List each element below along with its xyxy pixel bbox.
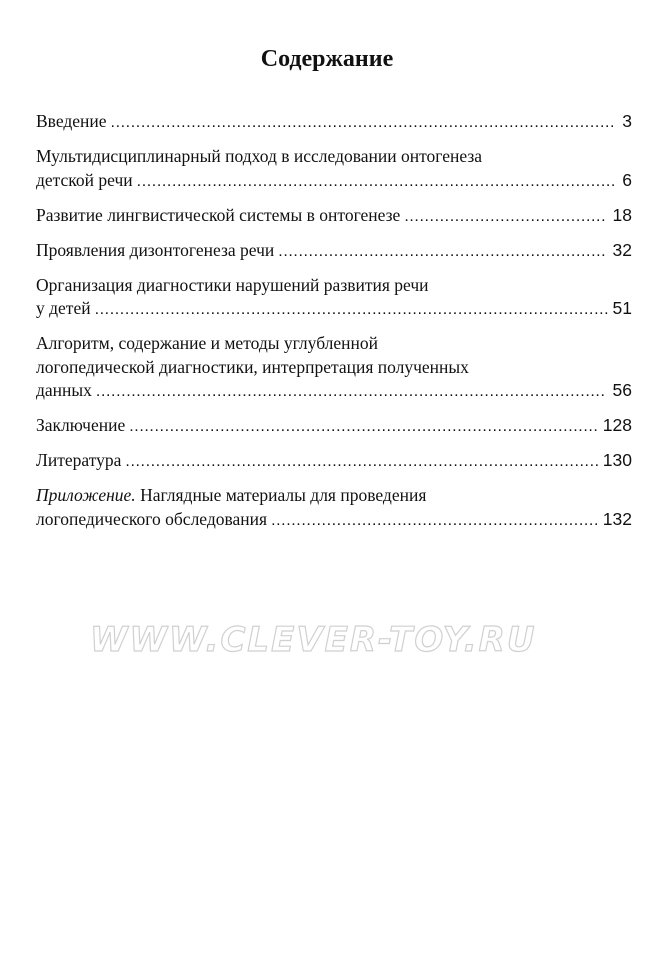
page-number: 130 — [602, 450, 632, 470]
page-title: Содержание — [260, 46, 394, 72]
leader-dots: ........................................… — [94, 301, 610, 318]
leader-dots: ........................................… — [129, 418, 599, 435]
leader-dots: ........................................… — [271, 511, 600, 529]
toc-entry-text: Развитие лингвистической системы в онтог… — [36, 204, 401, 225]
page-number: 32 — [612, 239, 632, 260]
toc-entry-prefix: Приложение. — [36, 485, 136, 505]
leader-dots: ........................................… — [278, 242, 607, 260]
toc-entry-text: Алгоритм, содержание и методы углубленно… — [36, 333, 379, 353]
toc-entry-text: логопедического обследования — [36, 508, 268, 529]
page-number: 18 — [612, 204, 632, 225]
page-number: 132 — [602, 508, 632, 529]
page-number: 51 — [612, 298, 632, 318]
toc-entry[interactable]: Литература..............................… — [36, 449, 632, 474]
toc-entry[interactable]: Проявления дизонтогенеза речи...........… — [36, 239, 632, 264]
leader-dots: ........................................… — [95, 383, 606, 400]
toc-entry[interactable]: Мультидисциплинарный подход в исследован… — [36, 145, 632, 193]
toc-entry-line: Алгоритм, содержание и методы углубленно… — [36, 332, 632, 356]
toc-entry-text: Мультидисциплинарный подход в исследован… — [36, 146, 483, 166]
toc-entry[interactable]: Развитие лингвистической системы в онтог… — [36, 204, 632, 229]
toc-entry[interactable]: Введение................................… — [36, 110, 632, 135]
page-number: 128 — [602, 415, 632, 435]
toc-entry-text: Организация диагностики нарушений развит… — [36, 274, 429, 295]
toc-entry-line: Организация диагностики нарушений развит… — [36, 274, 632, 298]
leader-dots: ........................................… — [136, 172, 616, 190]
leader-dots: ........................................ — [404, 207, 607, 225]
toc-entry-text: Заключение — [36, 415, 126, 435]
toc-entry[interactable]: Организация диагностики нарушений развит… — [36, 274, 632, 322]
page-number: 3 — [622, 111, 632, 131]
toc-entry-line: Приложение. Наглядные материалы для пров… — [36, 484, 632, 508]
toc-entry-text: Наглядные материалы для проведения — [140, 485, 427, 505]
watermark: WWW.CLEVER-TOY.RU — [89, 619, 537, 660]
table-of-contents: Введение................................… — [36, 110, 632, 543]
page-number: 56 — [612, 380, 632, 400]
toc-entry-text: детской речи — [36, 169, 133, 190]
page-number: 6 — [622, 169, 632, 190]
leader-dots: ........................................… — [125, 453, 600, 470]
leader-dots: ........................................… — [110, 114, 616, 131]
toc-entry-text: Литература — [36, 450, 122, 470]
toc-entry-text: данных — [36, 380, 92, 400]
toc-entry-text: у детей — [36, 298, 91, 318]
toc-entry-line: логопедической диагностики, интерпретаци… — [36, 356, 632, 380]
toc-entry-text: логопедической диагностики, интерпретаци… — [36, 356, 469, 377]
toc-entry-text: Проявления дизонтогенеза речи — [36, 239, 275, 260]
toc-entry[interactable]: Заключение..............................… — [36, 414, 632, 439]
toc-entry[interactable]: Приложение. Наглядные материалы для пров… — [36, 484, 632, 532]
toc-entry[interactable]: Алгоритм, содержание и методы углубленно… — [36, 332, 632, 404]
toc-entry-text: Введение — [36, 111, 107, 131]
toc-entry-line: Мультидисциплинарный подход в исследован… — [36, 145, 632, 169]
